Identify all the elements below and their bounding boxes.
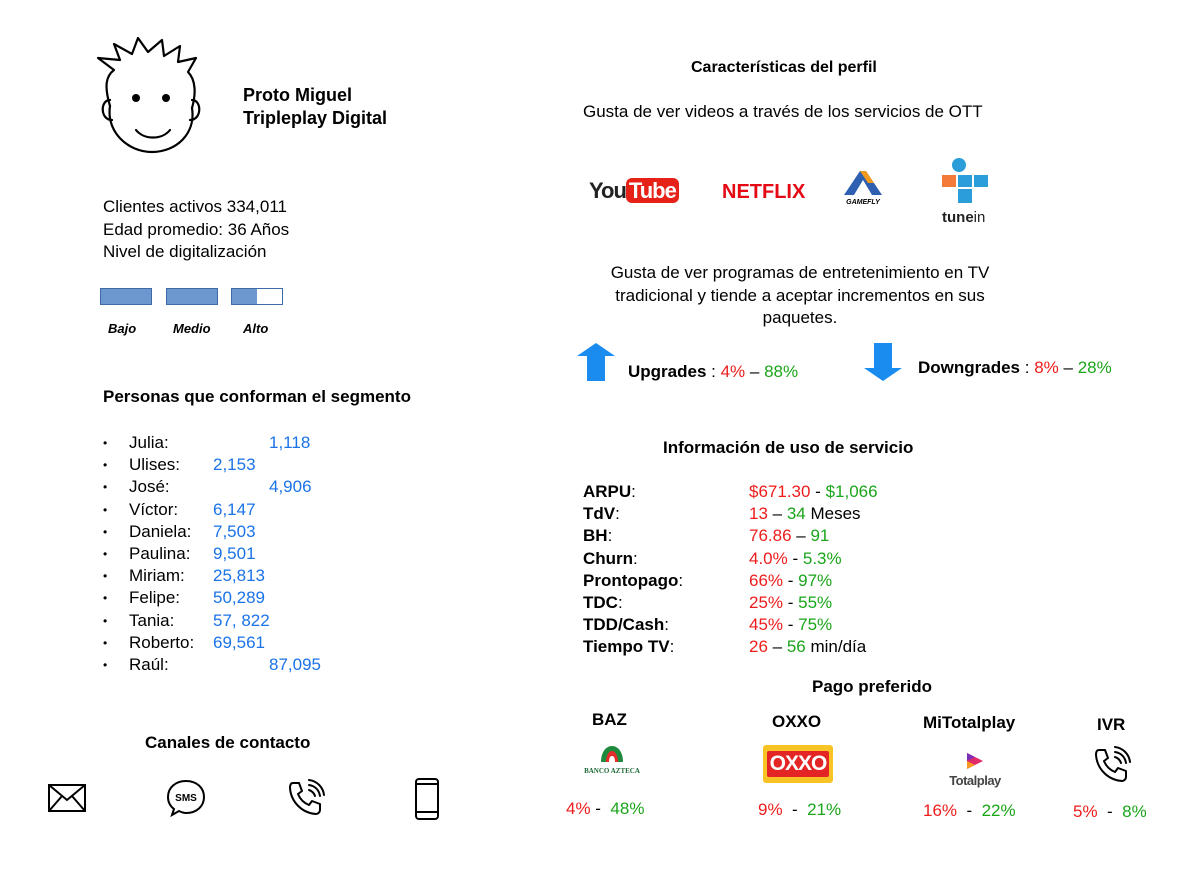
tunein-mark (942, 158, 988, 203)
payment-pct-baz: 4% - 48% (566, 799, 645, 818)
banco-azteca-mark (601, 746, 623, 762)
gamefly-mark (844, 171, 882, 195)
list-item: Miriam:25,813 (103, 565, 265, 587)
list-item: Felipe:50,289 (103, 587, 265, 609)
list-item: Julia:1,118 (103, 432, 310, 454)
usage-row-bh: BH: 76.86 – 91 (583, 526, 830, 546)
list-item: Daniela:7,503 (103, 521, 256, 543)
people-list: Julia:1,118 Ulises:2,153 José:4,906 Víct… (103, 432, 321, 676)
ivr-phone-icon (1095, 746, 1131, 782)
usage-row-prontopago: Prontopago: 66% - 97% (583, 570, 833, 590)
banco-azteca-logo: BANCO AZTECA (578, 744, 646, 775)
payment-pct-ivr: 5% - 8% (1073, 802, 1147, 821)
usage-row-tdc: TDC: 25% - 55% (583, 592, 833, 612)
level-label-low: Bajo (108, 321, 137, 336)
level-bar-low (100, 288, 152, 305)
segment-title: Personas que conforman el segmento (103, 387, 411, 406)
payment-name-mitotalplay: MiTotalplay (923, 713, 1016, 732)
average-age: Edad promedio: 36 Años (103, 219, 290, 239)
list-item: Tania:57, 822 (103, 610, 270, 632)
list-item: Víctor:6,147 (103, 499, 256, 521)
netflix-logo: NETFLIX (722, 181, 806, 203)
tv-text: Gusta de ver programas de entretenimient… (610, 263, 990, 327)
payment-pct-oxxo: 9% - 21% (758, 800, 842, 819)
level-bar-medium (166, 288, 218, 305)
level-label-high: Alto (243, 321, 269, 336)
active-clients: Clientes activos 334,011 (103, 197, 287, 216)
profile-company: Tripleplay Digital (243, 108, 388, 128)
mobile-phone-icon (415, 778, 439, 820)
list-item: José:4,906 (103, 476, 312, 498)
level-bar-high (231, 288, 283, 305)
list-item: Paulina:9,501 (103, 543, 256, 565)
digital-level-label: Nivel de digitalización (103, 242, 267, 261)
list-item: Ulises:2,153 (103, 454, 256, 476)
phone-call-icon (289, 779, 325, 815)
sms-icon: SMS (166, 779, 206, 817)
totalplay-logo: Totalplay (940, 752, 1010, 788)
mail-icon (48, 784, 86, 812)
usage-row-tiempo-tv: Tiempo TV: 26 – 56 min/día (583, 637, 867, 657)
totalplay-mark (967, 753, 983, 769)
usage-row-churn: Churn: 4.0% - 5.3% (583, 548, 842, 568)
contact-title: Canales de contacto (145, 733, 311, 752)
usage-table: ARPU: $671.30 - $1,066 TdV: 13 – 34 Meses … (583, 481, 923, 659)
list-item: Roberto:69,561 (103, 632, 265, 654)
ott-text: Gusta de ver videos a través de los serv… (583, 102, 983, 121)
usage-row-tdd-cash: TDD/Cash: 45% - 75% (583, 615, 833, 635)
list-item: Raúl:87,095 (103, 654, 321, 676)
youtube-logo: You Tube (589, 178, 679, 204)
level-label-medium: Medio (173, 321, 211, 336)
sms-icon-text: SMS (175, 793, 197, 804)
payment-name-oxxo: OXXO (772, 712, 822, 731)
profile-name: Proto Miguel (243, 85, 352, 105)
tunein-logo: tunein (941, 157, 991, 226)
usage-row-arpu: ARPU: $671.30 - $1,066 (583, 482, 878, 501)
gamefly-logo: GAMEFLY (838, 168, 888, 206)
payment-name-baz: BAZ (592, 710, 627, 729)
characteristics-title: Características del perfil (691, 59, 877, 76)
usage-row-tdv: TdV: 13 – 34 Meses (583, 504, 861, 524)
upgrades-stat: Upgrades : 4% – 88% (628, 362, 799, 381)
downgrades-stat: Downgrades : 8% – 28% (918, 358, 1112, 377)
payment-title: Pago preferido (812, 677, 932, 696)
oxxo-logo: OXXO (763, 745, 833, 783)
usage-title: Información de uso de servicio (663, 438, 914, 457)
payment-pct-mitotalplay: 16% - 22% (923, 801, 1016, 820)
payment-name-ivr: IVR (1097, 715, 1126, 734)
up-arrow-icon (577, 343, 615, 381)
down-arrow-icon (864, 343, 902, 381)
avatar-illustration (96, 36, 201, 154)
